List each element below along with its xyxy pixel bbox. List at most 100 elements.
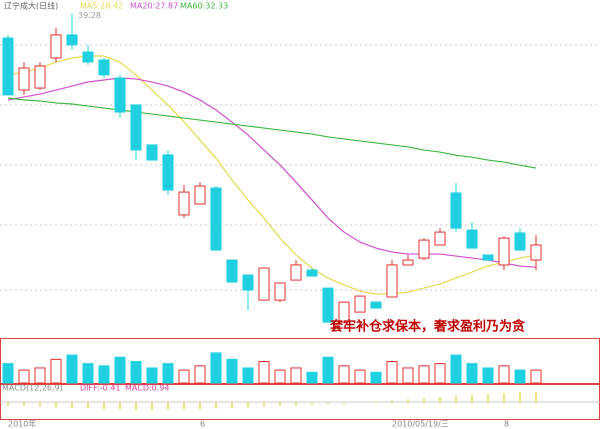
- candle-body: [402, 259, 414, 266]
- candle-body: [354, 295, 366, 313]
- volume-bar: [434, 363, 446, 384]
- candle-body: [50, 34, 62, 59]
- candle-body: [498, 237, 510, 266]
- volume-bar: [258, 361, 270, 384]
- candle-body: [66, 34, 78, 46]
- high-label: 39.28: [78, 11, 101, 20]
- macd-bar: [135, 402, 137, 411]
- volume-bar: [290, 367, 302, 384]
- legend-entry: MA60:32.33: [180, 2, 228, 11]
- candle-body: [386, 264, 398, 298]
- candle-body: [114, 77, 126, 113]
- macd-bar: [327, 402, 329, 405]
- macd-bar: [7, 402, 9, 406]
- ma-line: [7, 97, 537, 169]
- macd-bar: [487, 394, 489, 403]
- macd-bar: [439, 397, 441, 403]
- candle-body: [18, 67, 30, 91]
- candle-body: [146, 144, 158, 161]
- indicator-label: DIFF:-0.41: [80, 384, 121, 393]
- volume-bar: [146, 367, 158, 384]
- grid: [0, 44, 600, 291]
- candle-body: [466, 229, 478, 249]
- macd-bar: [471, 394, 473, 403]
- candle-body: [322, 287, 334, 323]
- candle-body: [130, 104, 142, 151]
- x-tick-label: 6: [200, 420, 205, 429]
- macd-bar: [295, 402, 297, 406]
- x-tick-label: 2010年: [8, 419, 36, 429]
- macd-bar: [391, 400, 393, 403]
- volume-bar: [50, 358, 62, 384]
- candle-body: [226, 259, 238, 283]
- macd-bar: [55, 402, 57, 408]
- macd-bar: [151, 402, 153, 411]
- volume-bar: [482, 367, 494, 384]
- x-tick-label: 2010/05/19/三: [392, 420, 449, 429]
- candle-body: [514, 232, 526, 251]
- macd-bar: [311, 402, 313, 405]
- volume-bar: [418, 365, 430, 384]
- volume-bar: [338, 365, 350, 384]
- candle-body: [434, 231, 446, 246]
- macd-bar: [279, 402, 281, 407]
- volume-bar: [66, 354, 78, 384]
- candle-body: [370, 301, 382, 309]
- volume-bar: [498, 365, 510, 384]
- volume-bar: [114, 356, 126, 384]
- candle-body: [258, 267, 270, 301]
- volume-bar: [386, 361, 398, 384]
- volume-bar: [130, 361, 142, 384]
- macd-bar: [199, 402, 201, 410]
- macd-bar: [343, 402, 345, 404]
- volume-bar: [242, 367, 254, 384]
- macd-bar: [535, 392, 537, 403]
- candle-body: [418, 239, 430, 259]
- volume-bar: [466, 363, 478, 384]
- volume-bar: [162, 363, 174, 384]
- macd-bar: [455, 395, 457, 403]
- legend-entry: MA5:28.42: [80, 2, 123, 11]
- volume-bar: [370, 371, 382, 384]
- candle-body: [274, 282, 286, 301]
- annotation: 套牢补仓求保本，奢求盈利乃为贪: [329, 319, 526, 335]
- volume-bar: [82, 363, 94, 384]
- volume-bar: [402, 367, 414, 384]
- macd-bar: [519, 392, 521, 403]
- indicator-label: MACD:0.94: [125, 384, 170, 393]
- macd-bar: [119, 402, 121, 410]
- macd-bar: [263, 402, 265, 407]
- candle-body: [34, 65, 46, 89]
- macd-bar: [103, 402, 105, 410]
- volume-bar: [98, 365, 110, 384]
- volume-bar: [2, 363, 14, 384]
- volume-bar: [34, 367, 46, 384]
- ma-line: [7, 77, 537, 268]
- macd-bar: [407, 399, 409, 403]
- volume-bar: [210, 352, 222, 384]
- legend-entry: MA20:27.87: [130, 2, 178, 11]
- candle-body: [338, 301, 350, 323]
- candle-body: [82, 51, 94, 63]
- macd-bar: [503, 393, 505, 403]
- macd-bar: [215, 402, 217, 409]
- candle-body: [98, 59, 110, 76]
- volume-bar: [178, 369, 190, 384]
- chart-title: 辽宁成大(日线): [4, 1, 58, 11]
- indicator-label: MACD(12,26,9): [2, 384, 63, 393]
- macd-bar: [23, 402, 25, 407]
- volume-bar: [322, 356, 334, 384]
- candle-body: [450, 192, 462, 229]
- macd-bar: [167, 402, 169, 410]
- volume-bar: [226, 358, 238, 384]
- macd-bar: [39, 402, 41, 407]
- volume-bar: [194, 365, 206, 384]
- volume-bar: [18, 369, 30, 384]
- macd-bar: [247, 402, 249, 408]
- volume-bar: [514, 369, 526, 384]
- candle-body: [162, 154, 174, 191]
- macd-bar: [359, 401, 361, 403]
- candle-body: [482, 254, 494, 261]
- macd-bar: [71, 402, 73, 408]
